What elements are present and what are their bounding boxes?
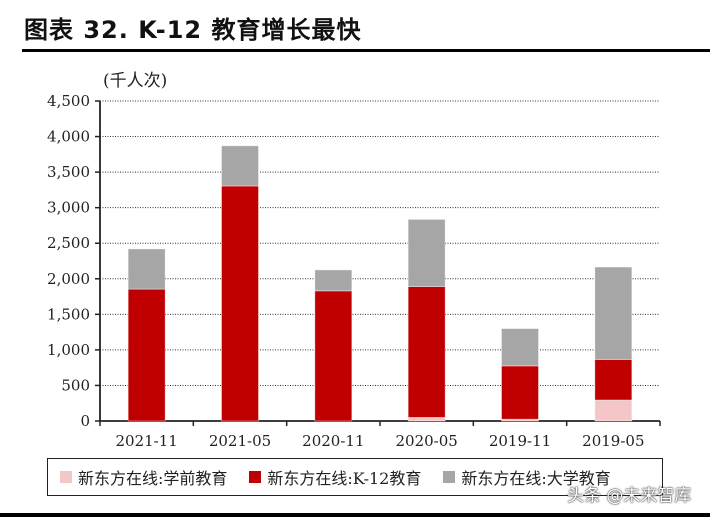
title-divider	[22, 49, 710, 52]
x-tick-label: 2021-11	[115, 432, 177, 450]
bar-segment	[501, 365, 539, 420]
unit-label: (千人次)	[103, 71, 168, 91]
bottom-divider	[0, 513, 710, 517]
bar-segment	[407, 417, 446, 422]
y-tick-label: 1,500	[47, 305, 90, 323]
legend-label: 新东方在线:K-12教育	[267, 469, 422, 488]
bar-segment	[407, 286, 446, 418]
chart-title: 图表 32. K-12 教育增长最快	[24, 16, 362, 44]
legend-item: 新东方在线:大学教育	[443, 465, 611, 489]
bar-segment	[594, 399, 633, 422]
y-tick-label: 4,000	[47, 128, 90, 146]
legend-label: 新东方在线:学前教育	[78, 469, 228, 488]
bar-segment	[594, 266, 633, 360]
bar-segment	[127, 288, 166, 422]
x-tick-label: 2019-11	[489, 432, 551, 450]
x-tick-label: 2021-05	[209, 432, 271, 450]
bar-segment	[594, 359, 633, 401]
chart-legend: 新东方在线:学前教育 新东方在线:K-12教育 新东方在线:大学教育	[47, 458, 663, 496]
watermark: 头条 @未来智库	[567, 486, 692, 506]
x-tick-label: 2020-05	[395, 432, 457, 450]
bar-segment	[407, 218, 446, 287]
legend-item: 新东方在线:K-12教育	[249, 465, 421, 489]
legend-swatch	[60, 471, 72, 483]
y-tick-label: 1,000	[47, 341, 90, 359]
legend-item: 新东方在线:学前教育	[60, 465, 227, 489]
y-tick-label: 0	[80, 412, 90, 430]
bar-segment	[314, 290, 353, 422]
y-tick-label: 3,000	[47, 199, 90, 217]
bar-segment	[221, 145, 259, 187]
bar-segment	[221, 185, 259, 422]
bar-segment	[127, 248, 166, 290]
legend-swatch	[443, 471, 456, 483]
x-tick-label: 2019-05	[582, 432, 644, 450]
y-tick-label: 500	[61, 376, 90, 394]
legend-label: 新东方在线:大学教育	[461, 469, 611, 488]
y-tick-label: 3,500	[47, 163, 90, 181]
x-tick-label: 2020-11	[302, 432, 364, 450]
y-tick-label: 2,000	[47, 270, 90, 288]
bar-segment	[501, 328, 539, 367]
legend-swatch	[249, 471, 262, 483]
bar-segment	[314, 269, 353, 292]
y-tick-label: 2,500	[47, 234, 90, 252]
y-tick-label: 4,500	[47, 92, 90, 110]
